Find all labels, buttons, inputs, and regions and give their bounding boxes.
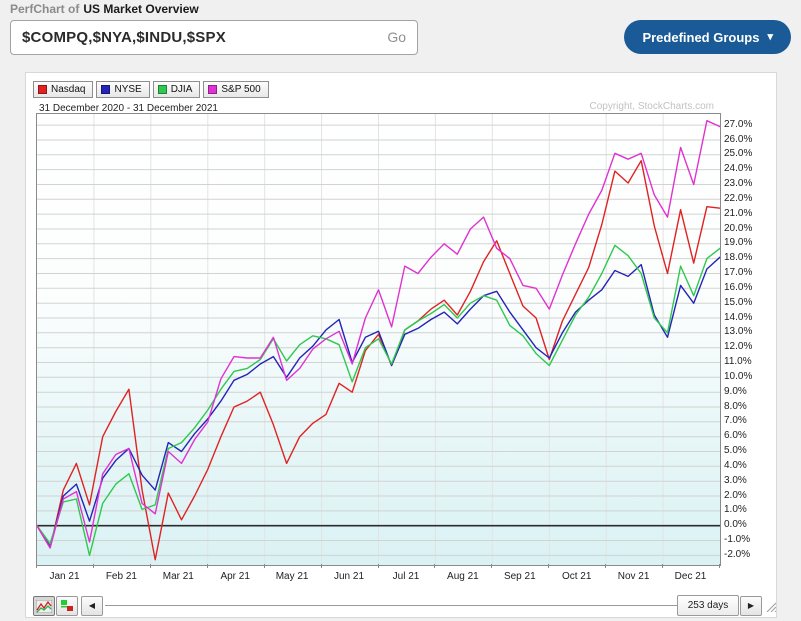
x-tick-label: Aug 21 xyxy=(447,571,479,582)
y-tick-label: 10.0% xyxy=(724,370,753,382)
x-tick-label: Apr 21 xyxy=(220,571,250,582)
scrollbar-days-label: 253 days xyxy=(687,600,729,611)
page-title-prefix: PerfChart of xyxy=(10,2,80,16)
scroll-right-button[interactable]: ▶ xyxy=(740,596,762,616)
legend-item-nasdaq[interactable]: Nasdaq xyxy=(33,81,94,98)
y-tick-label: 25.0% xyxy=(724,148,753,160)
y-tick-label: 7.0% xyxy=(724,415,747,427)
x-tick-label: Jun 21 xyxy=(333,571,365,582)
resize-grip[interactable] xyxy=(764,599,777,613)
y-tick-label: 19.0% xyxy=(724,237,753,249)
legend-swatch-djia xyxy=(157,85,167,94)
y-tick-label: 15.0% xyxy=(724,296,753,308)
scroll-right-icon: ▶ xyxy=(747,601,755,610)
chevron-down-icon: ▾ xyxy=(767,30,773,43)
histogram-icon xyxy=(60,600,73,611)
scroll-left-button[interactable]: ◀ xyxy=(81,596,103,616)
y-tick-label: 22.0% xyxy=(724,192,753,204)
scrollbar-track[interactable] xyxy=(105,605,678,606)
x-tick-label: Jul 21 xyxy=(392,571,420,582)
histogram-mode-button[interactable] xyxy=(56,596,78,616)
legend-swatch-s-p-500 xyxy=(208,85,218,94)
go-button[interactable]: Go xyxy=(387,29,406,45)
y-tick-label: 13.0% xyxy=(724,326,753,338)
x-tick-label: May 21 xyxy=(275,571,309,582)
y-tick-label: 20.0% xyxy=(724,222,753,234)
legend-item-s-p-500[interactable]: S&P 500 xyxy=(203,81,269,98)
y-tick-label: 9.0% xyxy=(724,385,747,397)
legend-label-nyse: NYSE xyxy=(114,84,142,95)
line-mode-button[interactable] xyxy=(33,596,55,616)
symbols-input[interactable]: $COMPQ,$NYA,$INDU,$SPX Go xyxy=(10,20,418,55)
y-tick-label: 3.0% xyxy=(724,474,747,486)
legend-label-djia: DJIA xyxy=(170,84,193,95)
scrollbar-handle[interactable]: 253 days xyxy=(677,595,739,616)
page-title-main: US Market Overview xyxy=(83,2,199,16)
chart-legend: Nasdaq NYSE DJIA S&P 500 xyxy=(33,81,269,98)
y-tick-label: 16.0% xyxy=(724,281,753,293)
chart-card: Nasdaq NYSE DJIA S&P 500 31 December 2020 -… xyxy=(25,72,777,618)
x-tick-label: Sep 21 xyxy=(503,571,536,582)
legend-label-s-p-500: S&P 500 xyxy=(221,84,261,95)
plot-area[interactable] xyxy=(36,113,721,566)
page-title: PerfChart of US Market Overview xyxy=(10,2,199,16)
y-tick-label: 4.0% xyxy=(724,459,747,471)
x-tick-label: Oct 21 xyxy=(561,571,592,582)
legend-swatch-nyse xyxy=(101,85,111,94)
copyright-label: Copyright, StockCharts.com xyxy=(589,101,715,112)
y-tick-label: -1.0% xyxy=(724,534,751,545)
y-tick-label: 18.0% xyxy=(724,252,753,264)
y-tick-label: 5.0% xyxy=(724,445,747,456)
legend-swatch-nasdaq xyxy=(38,85,47,94)
y-tick-label: -2.0% xyxy=(724,548,751,560)
y-tick-label: 21.0% xyxy=(724,207,753,219)
y-tick-label: 11.0% xyxy=(724,356,752,367)
x-tick-label: Nov 21 xyxy=(617,571,650,582)
series-line-nasdaq xyxy=(37,160,720,561)
scroll-left-icon: ◀ xyxy=(88,601,96,610)
x-tick-label: Dec 21 xyxy=(674,571,707,582)
legend-item-djia[interactable]: DJIA xyxy=(152,81,201,98)
legend-item-nyse[interactable]: NYSE xyxy=(96,81,150,98)
series-line-s-p-500 xyxy=(37,119,720,549)
predefined-groups-button[interactable]: Predefined Groups ▾ xyxy=(624,20,791,54)
x-tick-label: Feb 21 xyxy=(105,571,137,582)
y-tick-label: 2.0% xyxy=(724,489,747,501)
resize-grip-icon xyxy=(766,602,777,613)
y-tick-label: 8.0% xyxy=(724,400,747,412)
performance-line-chart xyxy=(37,114,720,565)
x-tick-label: Mar 21 xyxy=(162,571,194,582)
symbols-input-value: $COMPQ,$NYA,$INDU,$SPX xyxy=(22,29,226,46)
y-tick-label: 14.0% xyxy=(724,311,753,323)
y-tick-label: 1.0% xyxy=(724,504,747,516)
x-tick-label: Jan 21 xyxy=(49,571,80,582)
y-tick-label: 6.0% xyxy=(724,430,747,442)
y-tick-label: 17.0% xyxy=(724,267,753,278)
y-tick-label: 24.0% xyxy=(724,163,753,175)
series-line-djia xyxy=(37,244,720,557)
legend-label-nasdaq: Nasdaq xyxy=(51,84,86,95)
series-line-nyse xyxy=(37,256,720,548)
y-tick-label: 23.0% xyxy=(724,178,753,189)
y-tick-label: 26.0% xyxy=(724,133,753,145)
y-tick-label: 0.0% xyxy=(724,519,747,531)
predefined-groups-label: Predefined Groups xyxy=(642,29,760,45)
y-tick-label: 12.0% xyxy=(724,341,753,353)
date-range-label: 31 December 2020 - 31 December 2021 xyxy=(39,103,218,114)
y-tick-label: 27.0% xyxy=(724,118,753,130)
line-chart-icon xyxy=(36,599,52,613)
